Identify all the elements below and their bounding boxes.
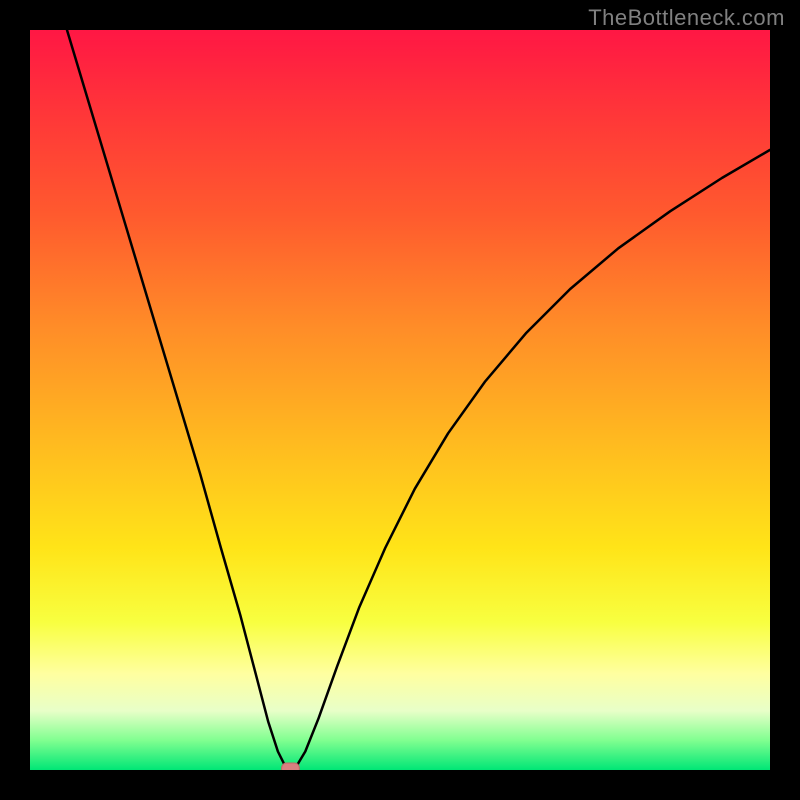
bottleneck-curve-chart: [30, 30, 770, 770]
chart-container: [30, 30, 770, 770]
optimal-point-marker: [282, 763, 300, 770]
gradient-background: [30, 30, 770, 770]
watermark-text: TheBottleneck.com: [588, 5, 785, 31]
